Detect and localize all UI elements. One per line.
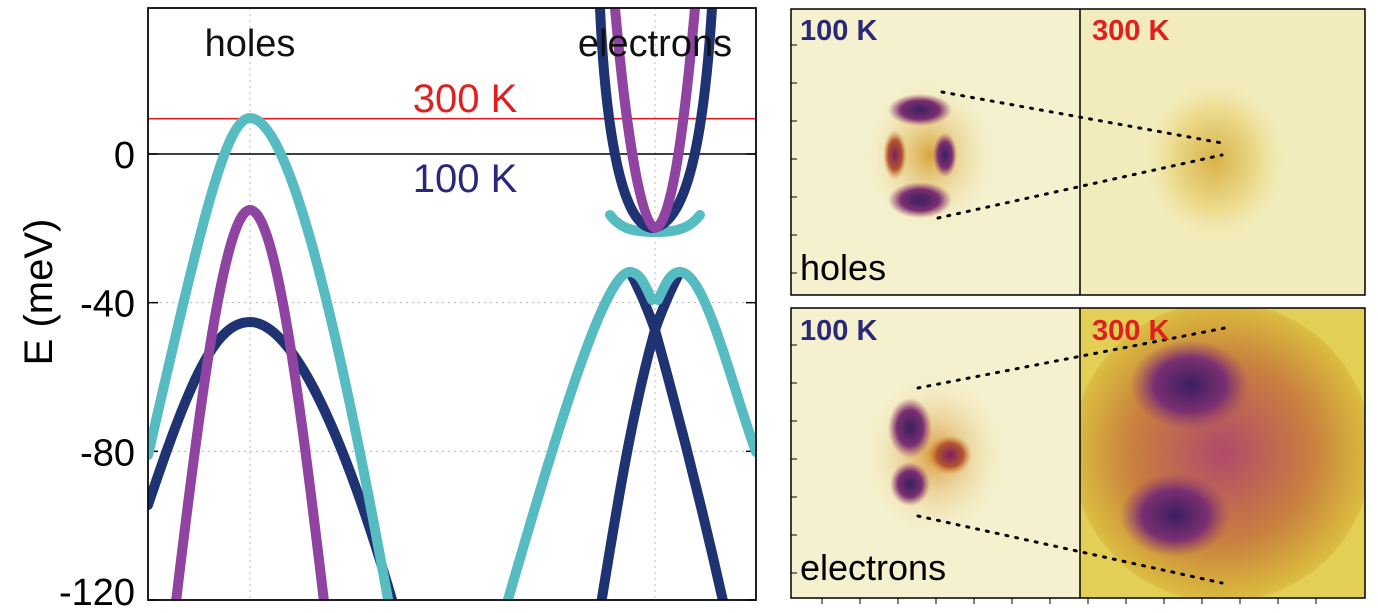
label-holes: holes xyxy=(205,23,296,65)
guide-lines xyxy=(916,90,1227,585)
electron-side-navy-right xyxy=(649,267,728,600)
y-tick-label: -40 xyxy=(80,284,135,326)
electron-side-cyan-right xyxy=(653,266,756,457)
hole-band-purple xyxy=(171,204,329,600)
electron-side-navy-left xyxy=(596,267,661,600)
map-electrons-100k xyxy=(791,308,1080,598)
band-plot: 0-40-80-120 holes electrons 300 K 100 K … xyxy=(17,7,757,613)
y-axis-label: E (meV) xyxy=(17,219,61,366)
map-label-bl: 100 K xyxy=(800,315,877,347)
map-ticks xyxy=(791,44,1317,604)
map-label-tr: 300 K xyxy=(1092,15,1169,47)
y-tick-label: 0 xyxy=(114,135,135,177)
label-100k: 100 K xyxy=(413,157,518,201)
maps-frame-bottom xyxy=(790,307,1366,599)
intensity-maps: 100 K 300 K 100 K 300 K holes electrons xyxy=(790,8,1366,604)
label-300k: 300 K xyxy=(413,77,518,121)
map-electrons-300k xyxy=(1080,308,1365,598)
map-label-tl: 100 K xyxy=(800,15,877,47)
map-label-br: 300 K xyxy=(1092,315,1169,347)
electron-side-cyan-left xyxy=(502,266,657,600)
map-holes-100k xyxy=(791,9,1080,295)
map-caption-electrons: electrons xyxy=(800,547,946,588)
hole-band-cyan xyxy=(148,112,394,600)
y-tick-label: -80 xyxy=(80,432,135,474)
conduction-band-purple xyxy=(610,8,700,234)
y-tick-label: -120 xyxy=(59,572,135,613)
map-holes-300k xyxy=(1080,9,1365,295)
label-electrons: electrons xyxy=(578,23,732,65)
hole-band-navy xyxy=(148,316,398,600)
y-ticks: 0 -40 -80 -120 xyxy=(59,135,756,613)
plot-border xyxy=(147,7,757,601)
maps-frame-top xyxy=(790,8,1366,296)
map-caption-holes: holes xyxy=(800,247,886,288)
